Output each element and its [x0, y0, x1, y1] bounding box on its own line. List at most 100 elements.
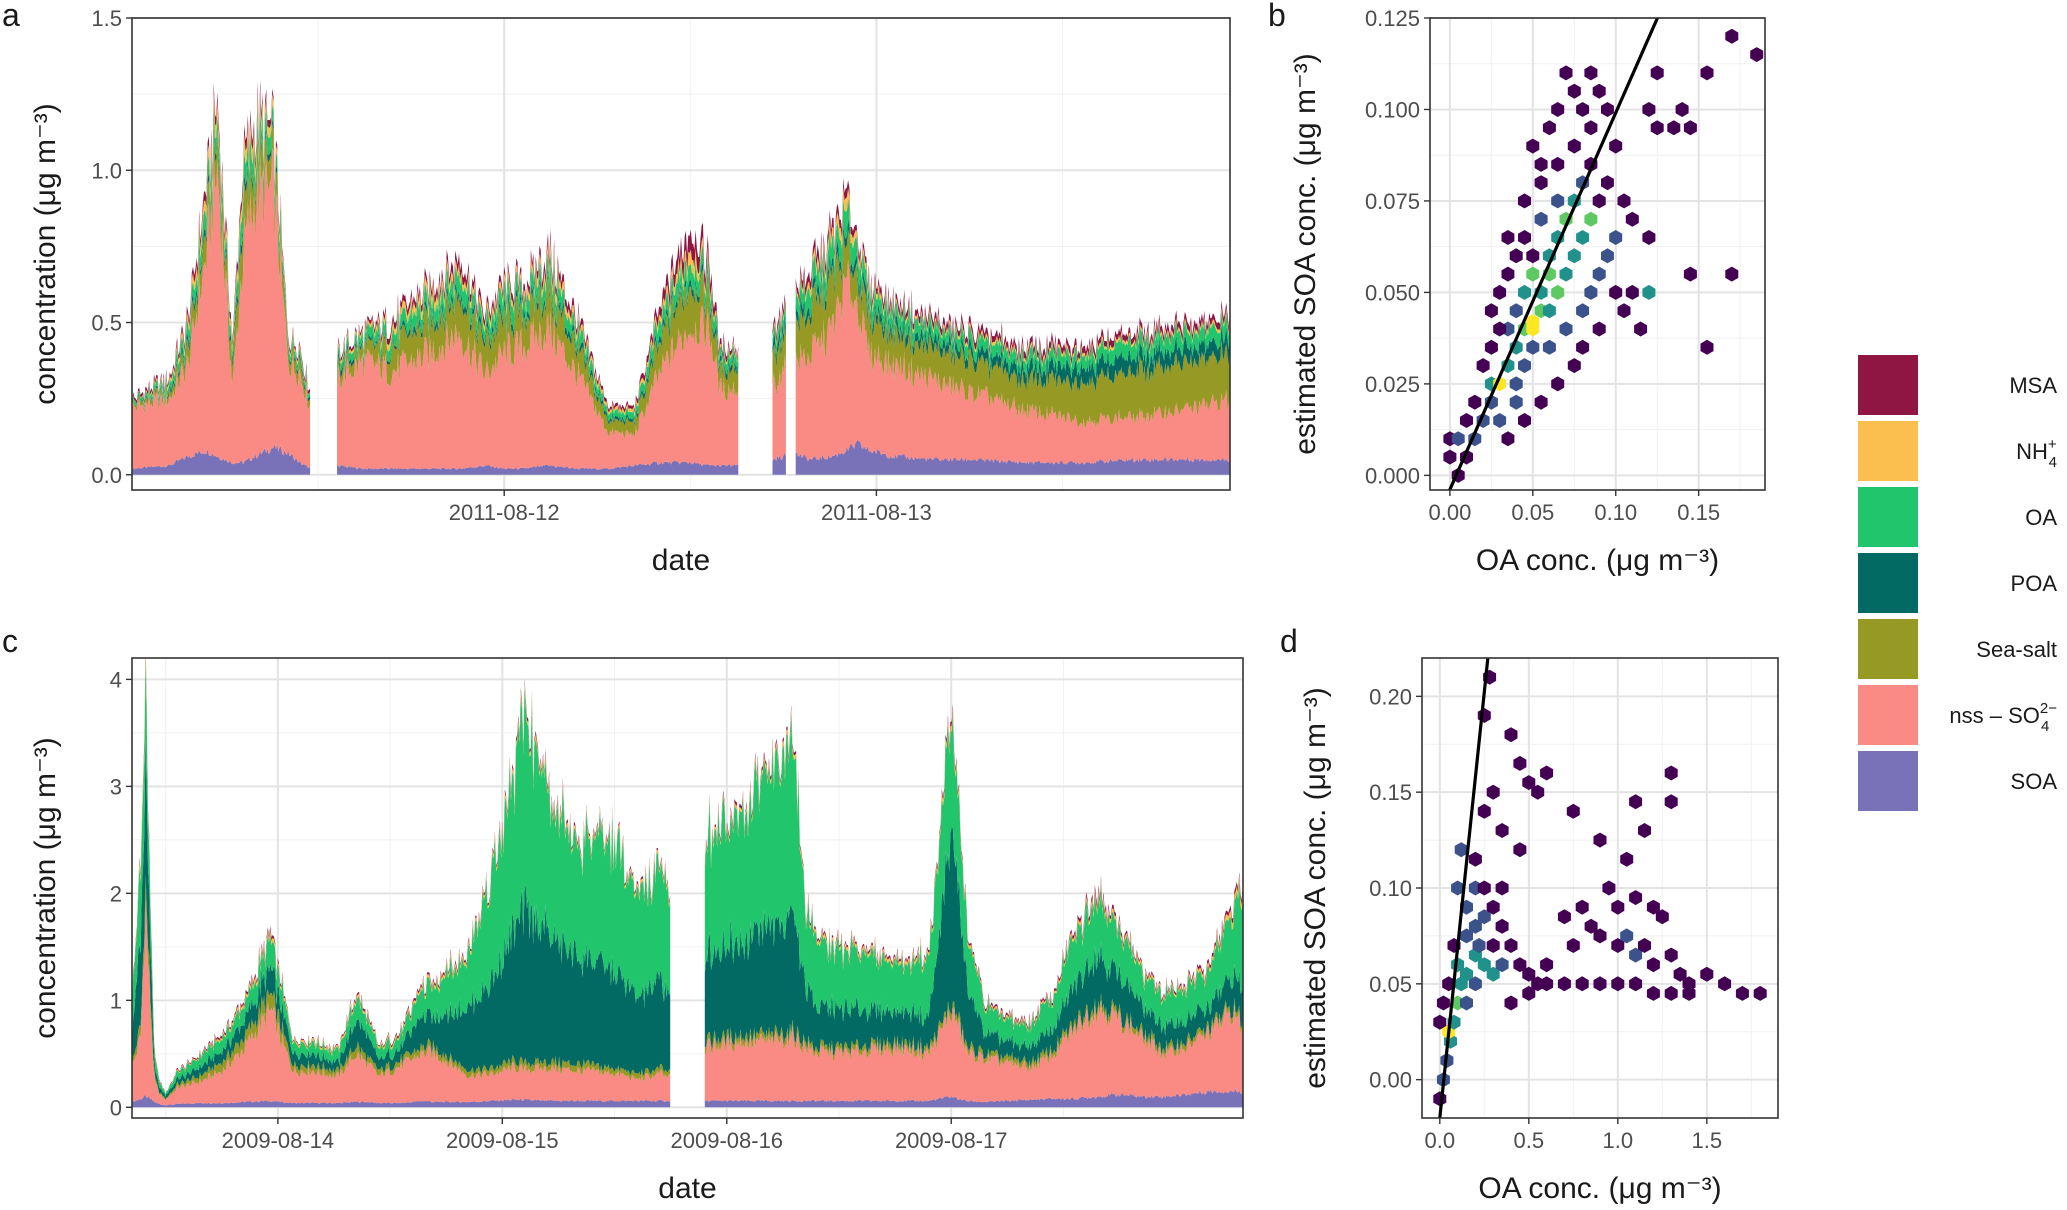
hexbin-cell [1540, 976, 1554, 992]
area-series-soa [132, 1088, 1243, 1108]
hexbin-cell [1576, 230, 1590, 245]
hexbin-cell [1433, 1014, 1447, 1030]
panel-border [131, 657, 1244, 1119]
hexbin-cell [1557, 976, 1571, 992]
area-series-soa [132, 439, 1230, 475]
hexbin-cell [1509, 394, 1523, 410]
hexbin-cell [1609, 138, 1623, 154]
hexbin-cell [1664, 794, 1678, 810]
panel-a-stacked-area-chart: 0.0 0.5 1.0 1.5 2011-08-12 2011-08-13 date conc… [29, 6, 1231, 577]
hexbin-cell [1700, 65, 1714, 81]
hexbin-cell [1567, 138, 1581, 154]
hexbin-cell [1504, 938, 1518, 953]
hexbin-cell [1460, 995, 1473, 1011]
hexbin-cell [1584, 120, 1598, 136]
hexbin-cell [1567, 248, 1581, 264]
hexbin-cell [1526, 248, 1540, 264]
y-tick-label: 0.15 [1369, 780, 1412, 805]
hexbin-cell [1584, 918, 1598, 934]
x-tick-label: 0.00 [1428, 500, 1471, 525]
legend-swatch [1858, 751, 1918, 811]
hexbin-cell [1576, 339, 1590, 355]
hexbin-cell [1454, 842, 1468, 858]
hexbin-cell [1575, 899, 1589, 915]
hexbin-cell [1673, 966, 1687, 982]
hexbin-cell [1468, 394, 1482, 410]
legend-label: SOA [2011, 769, 2058, 794]
hexbin-cell [1509, 248, 1523, 264]
area-series-sea-salt [132, 874, 1243, 1101]
legend-swatch [1858, 355, 1918, 415]
y-tick-label: 2 [110, 881, 122, 906]
hexbin-cell [1486, 938, 1500, 953]
legend-label: MSA [2009, 373, 2057, 398]
hexbin-cell [1642, 102, 1656, 117]
area-series-sea-salt [132, 122, 1230, 440]
hexbin-cell [1509, 376, 1523, 392]
hexbin-cell [1509, 303, 1523, 319]
hexbin-cell [1522, 966, 1536, 982]
x-tick-label: 2009-08-17 [895, 1128, 1008, 1153]
hexbin-cell [1634, 321, 1648, 337]
area-series-poa [132, 737, 1243, 1100]
y-tick-label: 0.025 [1365, 372, 1420, 397]
hexbin-cell [1551, 193, 1565, 209]
hexbin-cell [1468, 851, 1482, 867]
y-tick-label: 0.5 [91, 311, 122, 336]
y-tick-label: 4 [110, 667, 122, 692]
hexbin-cell [1682, 976, 1696, 992]
hexbin-cell [1501, 266, 1515, 282]
area-series-nss-so- [132, 899, 1243, 1106]
y-tick-label: 0.000 [1365, 463, 1420, 488]
hexbin-cell [1725, 266, 1739, 282]
y-axis-label: concentration (μg m⁻³) [29, 737, 62, 1039]
hexbin-cell [1725, 28, 1739, 44]
y-tick-label: 0.050 [1365, 280, 1420, 305]
area-series-nh- [132, 88, 1230, 417]
y-tick-label: 1.0 [91, 158, 122, 183]
hexbin-cell [1476, 358, 1490, 374]
hexbin-cell [1683, 266, 1697, 282]
hexbin-cell [1700, 966, 1714, 982]
hexbin-cell [1501, 230, 1515, 245]
hexbin-cell [1629, 794, 1643, 810]
hexbin-cell [1504, 727, 1518, 743]
hexbin-cell [1551, 284, 1565, 300]
x-tick-label: 1.0 [1603, 1128, 1634, 1153]
hexbin-cell [1629, 976, 1643, 992]
hexbin-cell [1638, 938, 1651, 953]
hexbin-cell [1609, 230, 1623, 245]
hexbin-cell [1513, 842, 1527, 858]
hexbin-cell [1625, 211, 1639, 227]
hexbin-cell [1557, 909, 1571, 925]
hexbin-cell [1584, 284, 1598, 300]
hexbin-cell [1534, 175, 1548, 191]
plot-area [1443, 18, 1764, 490]
hexbin-cell [1617, 303, 1631, 319]
hexbin-cell [1518, 193, 1531, 209]
hexbin-cell [1526, 321, 1540, 337]
hexbin-cell [1460, 413, 1473, 428]
hexbin-cell [1518, 284, 1531, 300]
hexbin-cell [1567, 358, 1581, 374]
plot-area [1433, 658, 1767, 1118]
x-tick-label: 0.10 [1594, 500, 1637, 525]
panel-letter-d: d [1280, 623, 1298, 659]
hexbin-cell [1493, 321, 1507, 337]
legend-label: POA [2011, 571, 2058, 596]
y-tick-label: 0.05 [1369, 972, 1412, 997]
y-tick-label: 0.10 [1369, 876, 1412, 901]
fit-line [1438, 658, 1490, 1118]
hexbin-cell [1542, 303, 1556, 319]
plot-area [132, 658, 1243, 1108]
hexbin-cell [1526, 138, 1540, 154]
hexbin-cell [1567, 83, 1581, 99]
x-tick-label: 1.5 [1692, 1128, 1723, 1153]
hexbin-cell [1559, 266, 1573, 282]
hexbin-cell [1495, 957, 1509, 973]
y-axis-label: concentration (μg m⁻³) [29, 103, 62, 405]
hexbin-cell [1477, 909, 1491, 925]
hexbin-cell [1683, 120, 1697, 136]
hexbin-cell [1540, 765, 1554, 781]
